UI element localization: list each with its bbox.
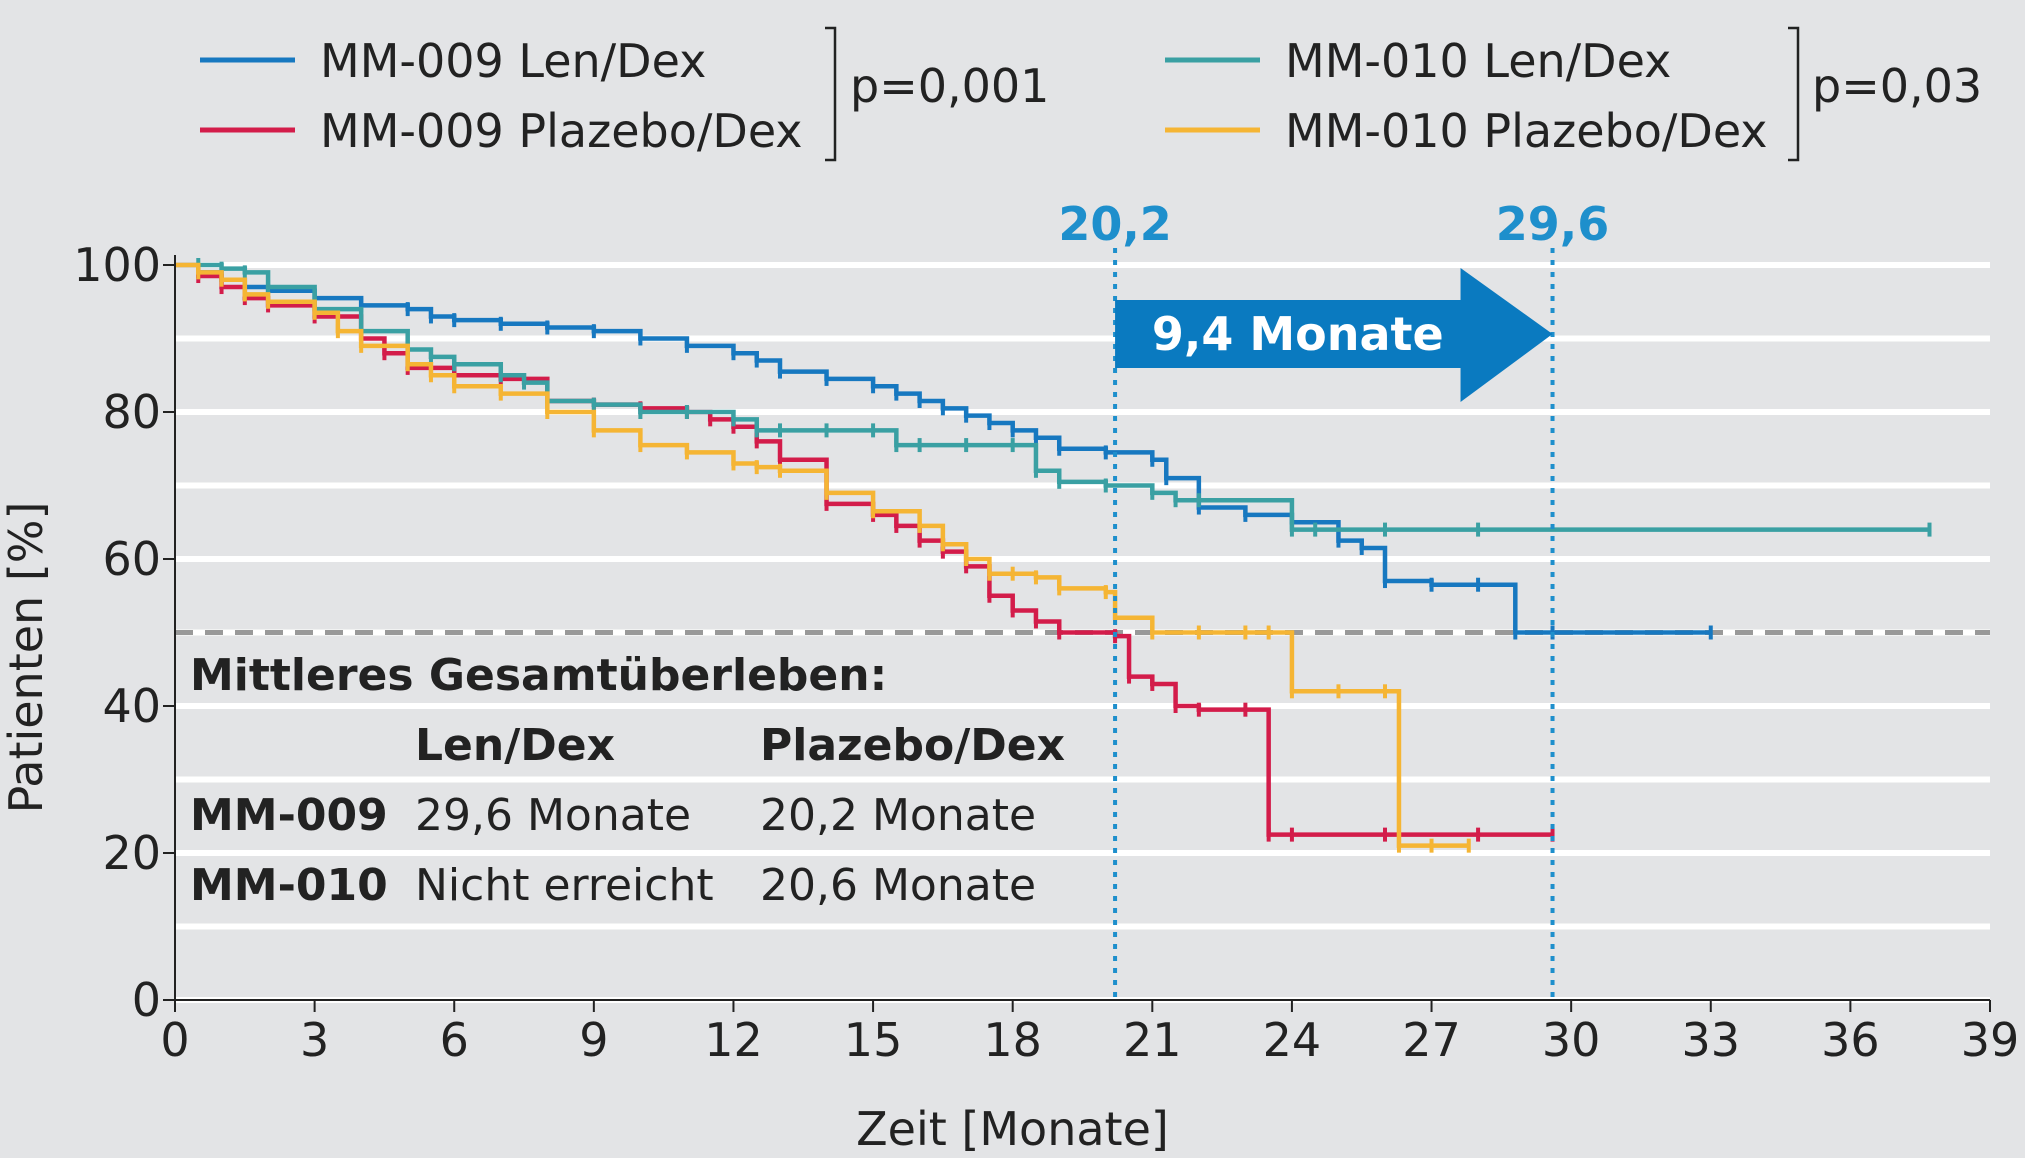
legend-entry: MM-009 Len/Dex bbox=[320, 34, 706, 88]
median-marker-label: 29,6 bbox=[1496, 197, 1610, 251]
x-tick-label: 39 bbox=[1961, 1013, 2020, 1067]
x-tick-label: 24 bbox=[1263, 1013, 1322, 1067]
legend-entry: MM-010 Plazebo/Dex bbox=[1285, 104, 1768, 158]
table-column-header: Plazebo/Dex bbox=[760, 720, 1065, 771]
x-tick-label: 12 bbox=[704, 1013, 763, 1067]
x-tick-label: 15 bbox=[844, 1013, 903, 1067]
y-tick-label: 100 bbox=[73, 238, 161, 292]
legend: MM-009 Len/Dex MM-009 Plazebo/Dex p=0,001 M… bbox=[200, 26, 1982, 162]
x-axis-title: Zeit [Monate] bbox=[856, 1102, 1169, 1156]
y-tick-label: 60 bbox=[102, 532, 161, 586]
table-row-label: MM-009 bbox=[190, 790, 388, 841]
table-cell: Nicht erreicht bbox=[415, 860, 714, 911]
y-tick-label: 0 bbox=[132, 973, 161, 1027]
survival-table: Mittleres Gesamtüberleben: Len/Dex Plaze… bbox=[190, 650, 1065, 911]
grid-lines bbox=[175, 262, 1990, 1003]
x-tick-label: 6 bbox=[440, 1013, 469, 1067]
table-title: Mittleres Gesamtüberleben: bbox=[190, 650, 887, 701]
p-value-label: p=0,03 bbox=[1812, 59, 1982, 113]
x-tick-label: 21 bbox=[1123, 1013, 1182, 1067]
median-marker-label: 20,2 bbox=[1058, 197, 1172, 251]
y-tick-label: 20 bbox=[102, 826, 161, 880]
y-axis-title: Patienten [%] bbox=[0, 502, 53, 814]
table-cell: 20,2 Monate bbox=[760, 790, 1036, 841]
p-value-label: p=0,001 bbox=[850, 59, 1049, 113]
series-line-1 bbox=[175, 262, 1553, 837]
arrow-shape bbox=[1115, 268, 1553, 402]
y-tick-label: 80 bbox=[102, 385, 161, 439]
median-markers: 20,2 29,6 bbox=[1058, 197, 1609, 1000]
difference-arrow: 9,4 Monate bbox=[1115, 268, 1553, 402]
x-tick-label: 36 bbox=[1821, 1013, 1880, 1067]
x-tick-label: 33 bbox=[1681, 1013, 1740, 1067]
legend-bracket bbox=[825, 26, 837, 162]
y-tick-label: 40 bbox=[102, 679, 161, 733]
x-tick-label: 0 bbox=[160, 1013, 189, 1067]
legend-entry: MM-009 Plazebo/Dex bbox=[320, 104, 803, 158]
x-tick-label: 3 bbox=[300, 1013, 329, 1067]
legend-entry: MM-010 Len/Dex bbox=[1285, 34, 1671, 88]
legend-bracket bbox=[1788, 26, 1800, 162]
x-tick-label: 18 bbox=[983, 1013, 1042, 1067]
table-row-label: MM-010 bbox=[190, 860, 388, 911]
table-column-header: Len/Dex bbox=[415, 720, 615, 771]
x-tick-label: 27 bbox=[1402, 1013, 1461, 1067]
table-cell: 29,6 Monate bbox=[415, 790, 691, 841]
x-tick-label: 9 bbox=[579, 1013, 608, 1067]
table-cell: 20,6 Monate bbox=[760, 860, 1036, 911]
series-layer bbox=[175, 258, 1932, 853]
arrow-label: 9,4 Monate bbox=[1152, 307, 1444, 361]
x-tick-label: 30 bbox=[1542, 1013, 1601, 1067]
